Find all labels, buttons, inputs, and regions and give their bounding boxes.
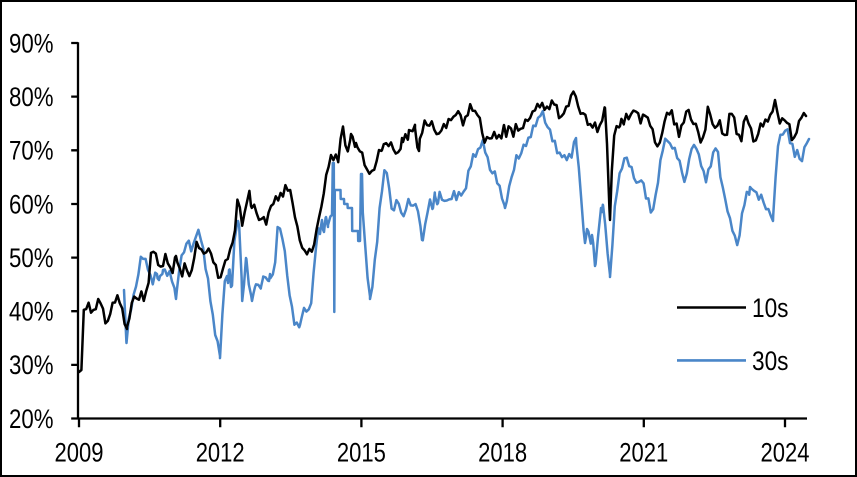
svg-text:2024: 2024 bbox=[761, 438, 810, 468]
svg-text:30%: 30% bbox=[9, 350, 54, 380]
svg-text:90%: 90% bbox=[9, 28, 54, 58]
svg-text:2012: 2012 bbox=[196, 438, 245, 468]
svg-text:2018: 2018 bbox=[478, 438, 527, 468]
svg-text:30s: 30s bbox=[752, 346, 789, 376]
svg-text:70%: 70% bbox=[9, 136, 54, 166]
svg-text:20%: 20% bbox=[9, 404, 54, 434]
svg-text:2009: 2009 bbox=[55, 438, 104, 468]
svg-text:50%: 50% bbox=[9, 243, 54, 273]
svg-text:10s: 10s bbox=[752, 293, 789, 323]
svg-text:60%: 60% bbox=[9, 189, 54, 219]
svg-text:2021: 2021 bbox=[619, 438, 668, 468]
svg-text:2015: 2015 bbox=[337, 438, 386, 468]
svg-text:80%: 80% bbox=[9, 82, 54, 112]
svg-text:40%: 40% bbox=[9, 297, 54, 327]
